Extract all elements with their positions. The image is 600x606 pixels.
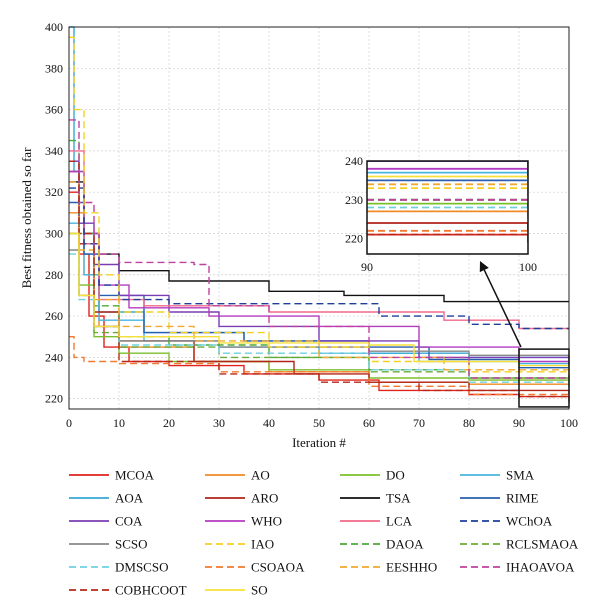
x-axis-label: Iteration #: [292, 435, 346, 450]
main-x-ticks: 0 10 20 30 40 50 60 70 80 90 100: [66, 416, 578, 430]
y-tick-label: 220: [45, 392, 63, 406]
legend-label-who: WHO: [251, 514, 282, 529]
y-tick-label: 260: [45, 309, 63, 323]
legend-label-wchoa: WChOA: [506, 514, 553, 529]
legend-label-coa: COA: [115, 514, 143, 529]
legend-label-mcoa: MCOA: [115, 468, 155, 483]
inset-series-line-ao: [367, 210, 528, 216]
y-tick-label: 360: [45, 103, 63, 117]
legend-label-aoa: AOA: [115, 491, 144, 506]
series-line-wchoa: [69, 187, 569, 330]
y-tick-label: 400: [45, 20, 63, 34]
series-line-iao: [69, 36, 570, 376]
legend-label-eeshho: EESHHO: [386, 560, 437, 575]
legend-label-do: DO: [386, 468, 405, 483]
y-tick-label: 380: [45, 61, 63, 75]
legend-label-iao: IAO: [251, 537, 274, 552]
x-tick-label: 20: [163, 416, 175, 430]
zoom-region-box: [518, 348, 570, 408]
inset-x-ticks: 90 100: [361, 260, 537, 274]
y-tick-label: 320: [45, 185, 63, 199]
legend-label-lca: LCA: [386, 514, 413, 529]
y-tick-label: 280: [45, 268, 63, 282]
legend-label-ihaoavoa: IHAOAVOA: [506, 560, 575, 575]
inset-series-group: [367, 161, 528, 247]
x-tick-label: 60: [363, 416, 375, 430]
y-tick-label: 340: [45, 144, 63, 158]
inset-x-tick-label: 90: [361, 260, 373, 274]
series-line-ihaoavoa: [69, 119, 570, 379]
x-tick-label: 100: [560, 416, 578, 430]
series-line-rime: [69, 201, 569, 369]
legend-label-aro: ARO: [251, 491, 278, 506]
x-tick-label: 40: [263, 416, 275, 430]
y-axis-label: Best fitness obtained so far: [19, 147, 34, 288]
legend-label-sma: SMA: [506, 468, 535, 483]
series-line-dmscso: [69, 253, 570, 391]
x-tick-label: 0: [66, 416, 72, 430]
x-tick-label: 10: [113, 416, 125, 430]
x-tick-label: 70: [413, 416, 425, 430]
inset-frame: [366, 160, 529, 255]
legend-label-dmscso: DMSCSO: [115, 560, 168, 575]
legend-label-csoaoa: CSOAOA: [251, 560, 305, 575]
main-y-ticks: 220 240 260 280 300 320 340 360 380 400: [45, 20, 63, 406]
legend-label-rclsmaoa: RCLSMAOA: [506, 537, 579, 552]
inset-series-line-mcoa: [367, 233, 528, 243]
inset-y-tick-label: 240: [345, 154, 363, 168]
legend-label-ao: AO: [251, 468, 270, 483]
inset-x-tick-label: 100: [519, 260, 537, 274]
legend: MCOA AO DO SMA AOA ARO TSA RIME COA WHO LCA WChOA SC…: [69, 468, 579, 598]
inset-series-line-aro: [367, 222, 528, 231]
y-tick-label: 300: [45, 226, 63, 240]
legend-label-cobhcoot: COBHCOOT: [115, 583, 187, 598]
inset-y-tick-label: 230: [345, 193, 363, 207]
main-series-group: [69, 26, 570, 403]
zoom-arrowhead: [479, 261, 489, 273]
main-plot-frame: [68, 26, 570, 410]
inset-y-tick-label: 220: [345, 232, 363, 246]
inset-series-line-do: [367, 202, 528, 208]
x-tick-label: 80: [463, 416, 475, 430]
legend-label-daoa: DAOA: [386, 537, 424, 552]
y-tick-label: 240: [45, 350, 63, 364]
legend-label-tsa: TSA: [386, 491, 411, 506]
series-line-eeshho: [69, 181, 570, 378]
legend-label-rime: RIME: [506, 491, 539, 506]
inset-y-ticks: 220 230 240: [345, 154, 363, 246]
zoom-arrow: [483, 269, 522, 348]
x-tick-label: 90: [513, 416, 525, 430]
legend-label-so: SO: [251, 583, 268, 598]
legend-label-scso: SCSO: [115, 537, 148, 552]
series-line-cobhcoot: [69, 160, 569, 398]
inset-series-line-so: [367, 175, 528, 185]
x-tick-label: 50: [313, 416, 325, 430]
x-tick-label: 30: [213, 416, 225, 430]
